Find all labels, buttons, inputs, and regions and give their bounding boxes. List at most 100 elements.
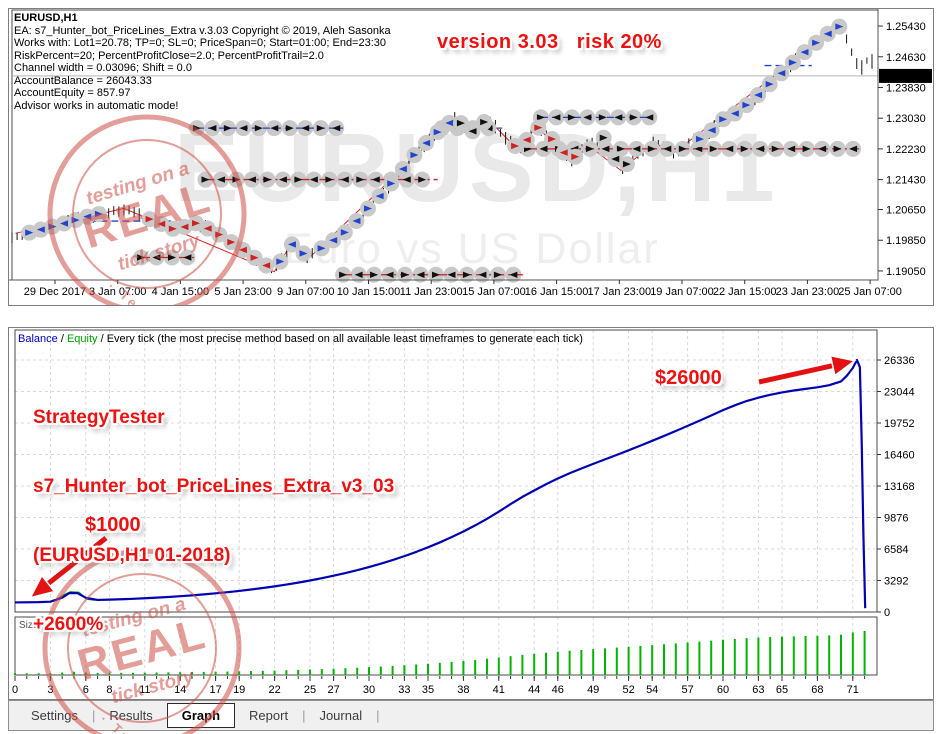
svg-text:23 Jan 23:00: 23 Jan 23:00 bbox=[776, 286, 840, 298]
svg-text:Euro vs US Dollar: Euro vs US Dollar bbox=[284, 225, 660, 273]
peak-balance-label: $26000 bbox=[655, 367, 722, 389]
tab-separator: | bbox=[302, 708, 306, 723]
svg-text:13168: 13168 bbox=[884, 481, 915, 493]
svg-text:1.20650: 1.20650 bbox=[886, 205, 926, 217]
legend-separator: / bbox=[57, 333, 67, 345]
tab-settings[interactable]: Settings bbox=[31, 708, 78, 723]
svg-text:46: 46 bbox=[552, 684, 564, 696]
tab-results[interactable]: Results bbox=[109, 708, 153, 723]
ea-info-line: Channel width = 0.03096; Shift = 0.0 bbox=[14, 62, 192, 74]
svg-text:63: 63 bbox=[752, 684, 764, 696]
svg-text:REAL: REAL bbox=[77, 173, 217, 258]
tester-legend: Balance / Equity / Every tick (the most … bbox=[18, 333, 583, 345]
ea-info-line: RiskPercent=20; PercentProfitClose=2.0; … bbox=[14, 49, 324, 62]
svg-text:16 Jan 15:00: 16 Jan 15:00 bbox=[525, 286, 589, 298]
svg-text:1.19050: 1.19050 bbox=[886, 266, 926, 278]
svg-text:14: 14 bbox=[174, 684, 186, 696]
tab-separator: | bbox=[376, 708, 380, 723]
annotation-line: +2600% bbox=[33, 614, 104, 635]
svg-text:10 Jan 15:00: 10 Jan 15:00 bbox=[337, 286, 401, 298]
svg-text:1.23830: 1.23830 bbox=[886, 82, 926, 94]
annotation-line: StrategyTester bbox=[33, 407, 165, 428]
svg-text:35: 35 bbox=[422, 684, 434, 696]
svg-text:19 Jan 07:00: 19 Jan 07:00 bbox=[650, 286, 714, 298]
svg-text:11: 11 bbox=[139, 684, 150, 696]
svg-text:17 Jan 23:00: 17 Jan 23:00 bbox=[587, 286, 651, 298]
svg-text:22 Jan 15:00: 22 Jan 15:00 bbox=[713, 286, 777, 298]
svg-text:65: 65 bbox=[776, 684, 788, 696]
svg-text:3: 3 bbox=[47, 684, 53, 696]
price-chart-panel: EURUSD,H1 Euro vs US Dollar 1.25430 1.24630… bbox=[8, 8, 934, 306]
svg-text:17: 17 bbox=[209, 684, 221, 696]
svg-text:44: 44 bbox=[528, 684, 540, 696]
svg-text:EURUSD,H1: EURUSD,H1 bbox=[174, 113, 780, 222]
legend-balance[interactable]: Balance bbox=[18, 333, 58, 345]
svg-text:33: 33 bbox=[398, 684, 410, 696]
annotation-line: (EURUSD,H1 01-2018) bbox=[33, 545, 231, 566]
svg-text:3 Jan 07:00: 3 Jan 07:00 bbox=[89, 286, 147, 298]
svg-text:49: 49 bbox=[587, 684, 599, 696]
ea-info-line: AccountEquity = 857.97 bbox=[14, 87, 131, 99]
svg-text:60: 60 bbox=[717, 684, 729, 696]
tab-journal[interactable]: Journal bbox=[319, 708, 363, 723]
svg-text:25 Jan 07:00: 25 Jan 07:00 bbox=[838, 286, 902, 298]
svg-text:5 Jan 23:00: 5 Jan 23:00 bbox=[214, 286, 272, 298]
balance-y-axis: 0 3292 6584 9876 13168 16460 19752 23044 26336 bbox=[877, 355, 915, 619]
time-axis: 29 Dec 2017 3 Jan 07:00 4 Jan 15:00 5 Jan 2… bbox=[9, 279, 902, 298]
svg-text:0: 0 bbox=[12, 684, 18, 696]
svg-text:9 Jan 07:00: 9 Jan 07:00 bbox=[277, 286, 335, 298]
svg-text:8: 8 bbox=[106, 684, 112, 696]
strategy-tester-panel: 0 3292 6584 9876 13168 16460 19752 23044 26336 0 3… bbox=[0, 327, 934, 734]
current-price-box bbox=[879, 68, 932, 83]
svg-text:22: 22 bbox=[268, 684, 280, 696]
current-price-label: 1.24131 bbox=[886, 71, 926, 83]
svg-text:52: 52 bbox=[622, 684, 634, 696]
svg-text:19: 19 bbox=[233, 684, 245, 696]
svg-text:23044: 23044 bbox=[884, 387, 915, 399]
svg-text:29 Dec 2017: 29 Dec 2017 bbox=[24, 286, 86, 298]
svg-text:6584: 6584 bbox=[884, 544, 908, 556]
svg-text:1.25430: 1.25430 bbox=[886, 21, 926, 33]
ea-info-block: EURUSD,H1 EA: s7_Hunter_bot_PriceLines_Ex… bbox=[14, 12, 391, 112]
start-balance-label: $1000 bbox=[85, 514, 141, 536]
svg-text:3292: 3292 bbox=[884, 576, 908, 588]
svg-text:16460: 16460 bbox=[884, 450, 915, 462]
legend-equity[interactable]: Equity bbox=[66, 333, 98, 345]
svg-text:tick story: tick story bbox=[115, 230, 203, 275]
svg-text:68: 68 bbox=[811, 684, 823, 696]
ea-info-line: Works with: Lot1=20.78; TP=0; SL=0; Pric… bbox=[14, 37, 387, 49]
annotation-line: s7_Hunter_bot_PriceLines_Extra_v3_03 bbox=[33, 476, 395, 497]
svg-text:1.21430: 1.21430 bbox=[886, 175, 926, 187]
tester-tabbar: Settings | Results Graph Report | Journa… bbox=[8, 700, 934, 731]
real-tick-stamp-watermark: · Testing EA in Strategy Tester · MetaTr… bbox=[8, 114, 247, 306]
svg-text:· Testing EA in Strategy Teste: · Testing EA in Strategy Tester · MetaTr… bbox=[8, 251, 188, 306]
svg-text:54: 54 bbox=[646, 684, 658, 696]
legend-separator: / bbox=[97, 333, 107, 345]
svg-text:testing on a: testing on a bbox=[84, 158, 193, 209]
ea-info-line: EA: s7_Hunter_bot_PriceLines_Extra v.3.0… bbox=[14, 24, 391, 37]
svg-text:4 Jan 15:00: 4 Jan 15:00 bbox=[152, 286, 210, 298]
svg-text:1.19850: 1.19850 bbox=[886, 235, 926, 247]
ea-info-line: AccountBalance = 26043.33 bbox=[14, 74, 152, 87]
svg-text:19752: 19752 bbox=[884, 418, 915, 430]
svg-text:30: 30 bbox=[363, 684, 375, 696]
tab-graph[interactable]: Graph bbox=[166, 703, 236, 728]
svg-text:9876: 9876 bbox=[884, 513, 908, 525]
svg-text:1.22230: 1.22230 bbox=[886, 144, 926, 156]
svg-text:15 Jan 07:00: 15 Jan 07:00 bbox=[462, 286, 526, 298]
svg-text:38: 38 bbox=[457, 684, 469, 696]
svg-text:0: 0 bbox=[884, 607, 890, 619]
svg-text:71: 71 bbox=[847, 684, 859, 696]
tab-report[interactable]: Report bbox=[249, 708, 289, 723]
price-scale: 1.25430 1.24630 1.23830 1.23030 1.22230 1.214… bbox=[877, 9, 932, 280]
svg-text:27: 27 bbox=[327, 684, 339, 696]
legend-method: Every tick (the most precise method base… bbox=[106, 333, 583, 345]
svg-text:11 Jan 23:00: 11 Jan 23:00 bbox=[400, 286, 463, 298]
svg-text:57: 57 bbox=[681, 684, 693, 696]
tab-separator: | bbox=[91, 708, 96, 723]
svg-text:26336: 26336 bbox=[884, 355, 915, 367]
svg-text:6: 6 bbox=[83, 684, 89, 696]
svg-text:1.23030: 1.23030 bbox=[886, 113, 926, 125]
